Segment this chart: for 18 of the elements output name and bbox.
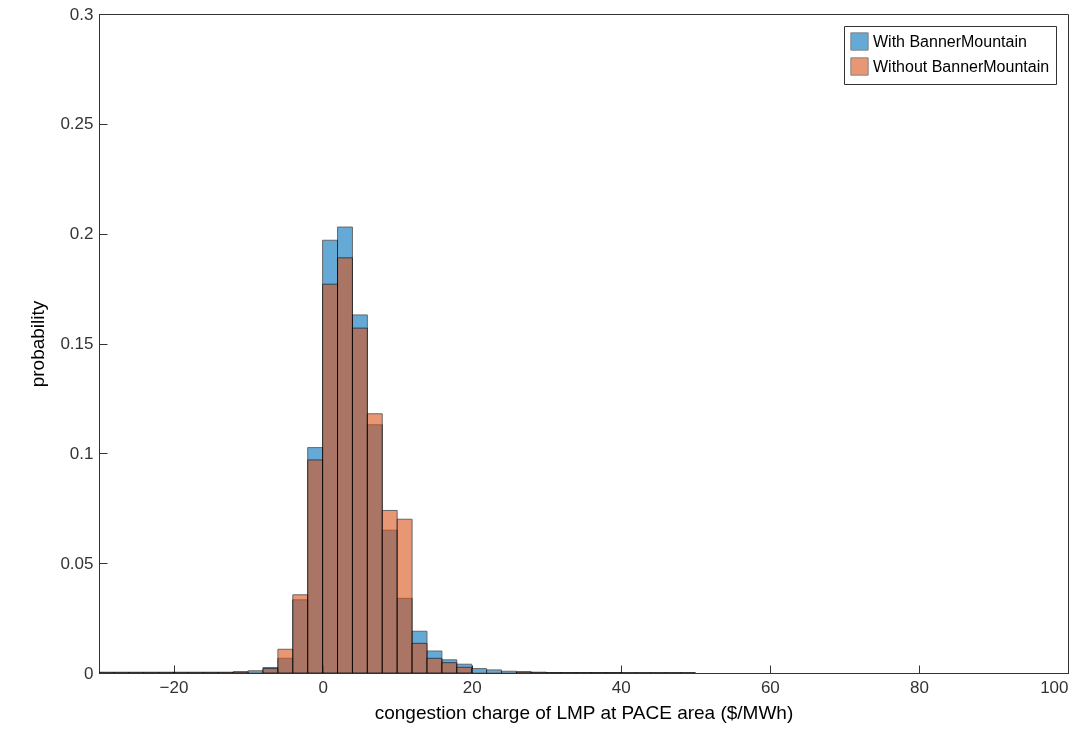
legend-label: Without BannerMountain: [873, 57, 1050, 75]
y-tick-label: 0.25: [60, 114, 94, 134]
x-tick-label: 20: [462, 677, 482, 697]
x-tick-label: 0: [318, 677, 328, 697]
x-tick-label: 40: [611, 677, 631, 697]
y-tick-label: 0.1: [69, 443, 94, 463]
y-tick-label: 0.2: [69, 224, 94, 244]
y-tick-label: 0.15: [60, 334, 94, 353]
legend-label: With BannerMountain: [873, 32, 1027, 50]
x-tick-label: 60: [760, 677, 780, 697]
y-tick-label: 0: [84, 663, 94, 683]
y-tick-label: 0.3: [69, 4, 94, 24]
x-tick-label: 80: [909, 677, 929, 697]
x-tick-label: 100: [1040, 677, 1069, 697]
y-axis-title: probability: [27, 300, 49, 388]
x-tick-label: −20: [159, 677, 189, 697]
x-axis-title: congestion charge of LMP at PACE area ($/MWh): [374, 701, 794, 723]
y-tick-label: 0.05: [60, 553, 94, 573]
